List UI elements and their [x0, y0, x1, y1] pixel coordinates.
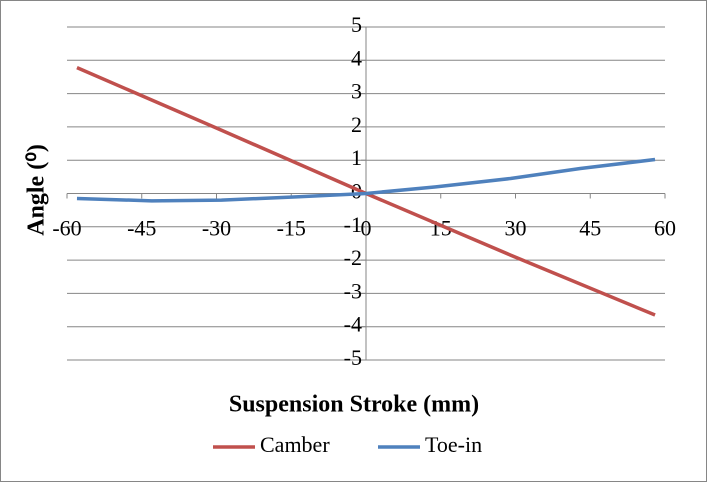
x-tick-label: 30	[505, 216, 527, 241]
y-tick-label: 5	[351, 12, 362, 37]
y-tick-label: 1	[351, 145, 362, 170]
x-tick-label: 0	[361, 216, 372, 241]
y-axis-title: Angle (⁰)	[24, 144, 50, 236]
data-line	[76, 157, 656, 203]
x-tick-label: 60	[654, 216, 676, 241]
x-tick-label: 45	[579, 216, 601, 241]
x-tick-label: -45	[127, 216, 156, 241]
y-tick-label: -2	[344, 245, 362, 270]
y-tick-label: 4	[351, 45, 362, 70]
legend-label: Camber	[260, 432, 330, 457]
y-tick-label: -5	[344, 345, 362, 370]
x-tick-label: -30	[202, 216, 231, 241]
y-tick-label: 2	[351, 112, 362, 137]
legend-label: Toe-in	[425, 432, 482, 457]
y-tick-label: -3	[344, 278, 362, 303]
x-tick-label: -15	[277, 216, 306, 241]
y-tick-label: -1	[344, 212, 362, 237]
y-tick-label: 3	[351, 79, 362, 104]
y-tick-label: -4	[344, 312, 362, 337]
x-axis-title: Suspension Stroke (mm)	[229, 392, 479, 418]
x-tick-label: -60	[52, 216, 81, 241]
